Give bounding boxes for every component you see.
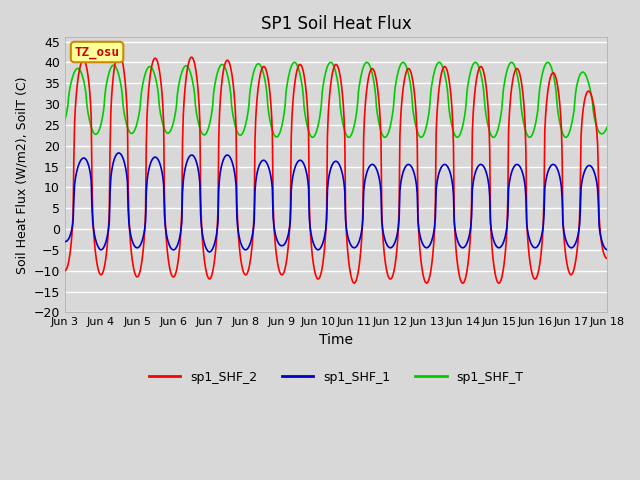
- X-axis label: Time: Time: [319, 333, 353, 347]
- Text: TZ_osu: TZ_osu: [74, 46, 120, 59]
- Legend: sp1_SHF_2, sp1_SHF_1, sp1_SHF_T: sp1_SHF_2, sp1_SHF_1, sp1_SHF_T: [143, 366, 529, 389]
- Y-axis label: Soil Heat Flux (W/m2), SoilT (C): Soil Heat Flux (W/m2), SoilT (C): [15, 76, 28, 274]
- Title: SP1 Soil Heat Flux: SP1 Soil Heat Flux: [260, 15, 412, 33]
